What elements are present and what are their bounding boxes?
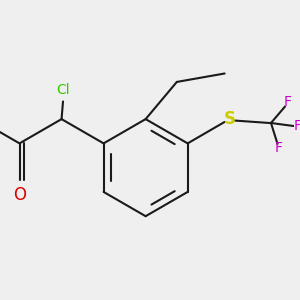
Text: Cl: Cl — [56, 83, 70, 97]
Text: F: F — [293, 119, 300, 133]
Text: F: F — [274, 141, 282, 155]
Text: O: O — [13, 186, 26, 204]
Text: S: S — [224, 110, 236, 128]
Text: F: F — [283, 95, 291, 110]
